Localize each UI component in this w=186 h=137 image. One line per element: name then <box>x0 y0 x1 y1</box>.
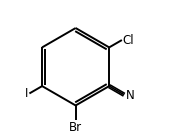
Text: I: I <box>25 87 29 100</box>
Text: N: N <box>126 89 135 102</box>
Text: Br: Br <box>69 122 82 135</box>
Text: Cl: Cl <box>123 34 134 47</box>
